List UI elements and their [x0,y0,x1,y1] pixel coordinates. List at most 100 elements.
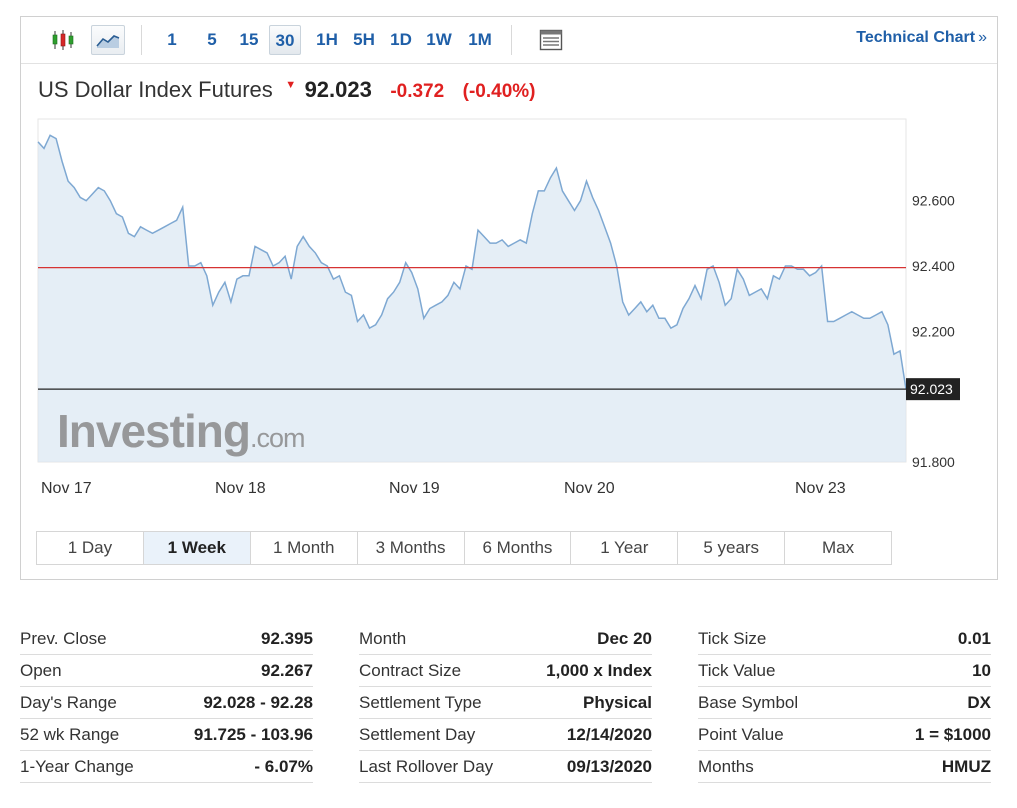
detail-value: 12/14/2020 [566,725,652,744]
detail-label: Open [20,661,62,680]
y-tick-label: 92.400 [912,258,955,274]
detail-value: DX [967,693,991,712]
details-column: Month Dec 20 Contract Size 1,000 x Index Set… [359,623,652,783]
detail-label: Settlement Type [359,693,482,712]
investing-watermark: Investing.com [57,405,305,457]
x-tick-label: Nov 23 [795,480,846,497]
detail-row: Base Symbol DX [698,687,991,719]
detail-label: Last Rollover Day [359,757,494,776]
detail-row: Settlement Type Physical [359,687,652,719]
detail-row: Day's Range 92.028 - 92.28 [20,687,313,719]
detail-row: Tick Value 10 [698,655,991,687]
detail-row: 52 wk Range 91.725 - 103.96 [20,719,313,751]
timeframe-1h-button[interactable]: 1H [316,30,338,49]
chart-widget: Technical Chart» 1 5 15 30 1H 5H 1D 1W 1M US Dol… [20,16,998,580]
candlestick-chart-icon[interactable] [47,25,79,55]
range-6-months-button[interactable]: 6 Months [465,532,572,564]
detail-value: 91.725 - 103.96 [193,725,313,744]
y-tick-label: 92.200 [912,323,955,339]
timeframe-30-button[interactable]: 30 [269,25,301,55]
detail-label: Day's Range [20,693,117,712]
detail-label: Point Value [698,725,784,744]
detail-row: Prev. Close 92.395 [20,623,313,655]
detail-row: Tick Size 0.01 [698,623,991,655]
detail-row: 1-Year Change - 6.07% [20,751,313,783]
detail-value: 1,000 x Index [546,661,652,680]
detail-label: 52 wk Range [20,725,120,744]
detail-label: Contract Size [359,661,462,680]
detail-row: Open 92.267 [20,655,313,687]
range-1-week-button[interactable]: 1 Week [143,532,251,564]
range-3-months-button[interactable]: 3 Months [358,532,465,564]
time-range-selector: 1 Day 1 Week 1 Month 3 Months 6 Months 1 Year… [36,531,892,565]
range-1-day-button[interactable]: 1 Day [37,532,144,564]
detail-value: Dec 20 [597,629,652,648]
detail-label: Tick Value [698,661,776,680]
price-change: -0.372 [390,81,445,102]
price-series-line [37,134,907,390]
detail-value: Physical [583,693,652,712]
technical-chart-link[interactable]: Technical Chart» [856,29,987,47]
detail-value: 09/13/2020 [566,757,652,776]
range-1-year-button[interactable]: 1 Year [571,532,679,564]
detail-value: - 6.07% [254,757,313,776]
detail-value: 92.267 [261,661,313,680]
detail-value: 10 [972,661,991,680]
x-tick-label: Nov 20 [564,480,615,497]
toolbar-divider [511,25,512,55]
chevron-right-icon: » [978,29,987,46]
range-max-button[interactable]: Max [822,538,855,557]
y-tick-label: 91.800 [912,454,955,470]
detail-row: Month Dec 20 [359,623,652,655]
timeframe-1-button[interactable]: 1 [167,30,177,49]
detail-value: 92.395 [261,629,313,648]
price-area-fill [38,135,906,463]
detail-row: Last Rollover Day 09/13/2020 [359,751,652,783]
instrument-header: US Dollar Index Futures ▼ 92.023 -0.372 … [38,77,536,107]
range-5-years-button[interactable]: 5 years [678,532,786,564]
detail-value: 92.028 - 92.28 [203,693,313,712]
detail-label: Settlement Day [359,725,476,744]
x-tick-label: Nov 18 [215,480,266,497]
detail-value: 1 = $1000 [914,725,991,744]
timeframe-1m-button[interactable]: 1M [468,30,492,49]
timeframe-5-button[interactable]: 5 [207,30,217,49]
price-change-percent: (-0.40%) [462,81,536,102]
line-chart-icon[interactable] [91,25,125,55]
toolbar-divider [141,25,142,55]
timeframe-15-button[interactable]: 15 [239,30,259,49]
detail-label: 1-Year Change [20,757,134,776]
range-1-month-button[interactable]: 1 Month [251,532,358,564]
detail-value: HMUZ [941,757,991,776]
timeframe-1d-button[interactable]: 1D [390,30,412,49]
technical-chart-link-label[interactable]: Technical Chart [856,29,976,46]
detail-label: Prev. Close [20,629,107,648]
watermark-brand: Investing.com [57,405,304,457]
chart-toolbar: Technical Chart» 1 5 15 30 1H 5H 1D 1W 1M [21,17,997,64]
price-chart: 92.600 92.400 92.200 91.800 92.023 Nov 17 Nov … [37,118,960,497]
detail-row: Settlement Day 12/14/2020 [359,719,652,751]
timeframe-5h-button[interactable]: 5H [353,30,375,49]
contract-details: Prev. Close 92.395 Open 92.267 Day's Range 92… [20,623,992,783]
detail-value: 0.01 [957,629,991,648]
last-price-badge [906,378,960,401]
detail-label: Month [359,629,407,648]
details-column: Tick Size 0.01 Tick Value 10 Base Symbol DX Po… [698,623,991,783]
detail-row: Point Value 1 = $1000 [698,719,991,751]
x-tick-label: Nov 17 [41,480,92,497]
instrument-name: US Dollar Index Futures [38,77,273,102]
last-price-badge-label: 92.023 [910,381,953,397]
detail-row: Contract Size 1,000 x Index [359,655,652,687]
detail-label: Tick Size [698,629,767,648]
timeframe-1w-button[interactable]: 1W [426,30,452,49]
down-triangle-icon: ▼ [285,79,297,91]
y-tick-label: 92.600 [912,193,955,209]
detail-row: Months HMUZ [698,751,991,783]
table-view-icon[interactable] [535,25,567,55]
last-price: 92.023 [304,77,372,102]
details-column: Prev. Close 92.395 Open 92.267 Day's Range 92… [20,623,313,783]
x-tick-label: Nov 19 [389,480,440,497]
watermark-suffix: .com [250,423,305,453]
detail-label: Months [698,757,754,776]
detail-label: Base Symbol [698,693,799,712]
